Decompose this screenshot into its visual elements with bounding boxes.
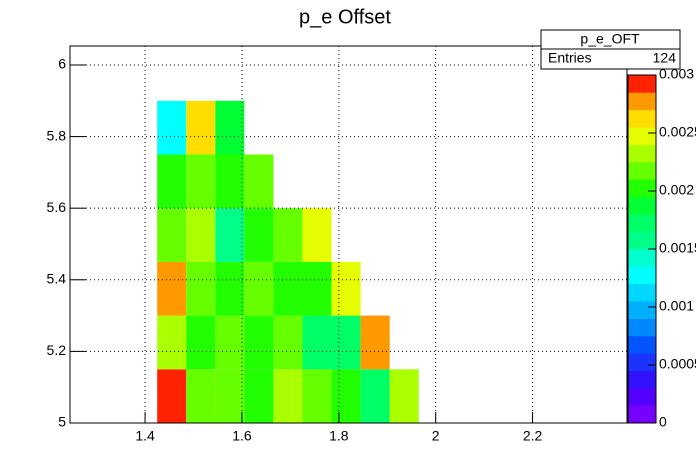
palette-swatch — [628, 388, 656, 406]
palette-swatch — [628, 162, 656, 180]
palette-swatch — [628, 109, 656, 128]
palette-swatch — [628, 144, 656, 163]
x-tick-label: 2.2 — [523, 428, 543, 444]
heatmap-cell — [215, 369, 245, 423]
heatmap-cell — [302, 208, 332, 262]
plot-frame — [69, 45, 628, 424]
heatmap-cell — [157, 208, 187, 262]
heatmap-cell — [302, 369, 332, 423]
stats-name: p_e_OFT — [580, 31, 640, 47]
y-tick-label: 6 — [58, 56, 66, 72]
palette-swatch — [628, 353, 656, 372]
heatmap-cell — [215, 208, 245, 262]
palette-swatch — [628, 92, 656, 111]
heatmap-cell — [244, 208, 274, 262]
heatmap-cell — [186, 261, 216, 316]
z-tick-label: 0.003 — [659, 66, 694, 82]
heatmap-cell — [215, 315, 245, 370]
heatmap-cell — [157, 154, 187, 209]
palette-swatch — [628, 214, 656, 232]
heatmap-cell — [331, 369, 361, 423]
y-tick-label: 5.2 — [47, 342, 67, 358]
heatmap-cell — [157, 369, 187, 423]
palette-swatch — [628, 179, 656, 198]
heatmap-cell — [215, 261, 245, 316]
stats-entries: 124 — [653, 50, 677, 66]
heatmap-cell — [273, 315, 303, 370]
heatmap-cell — [157, 261, 187, 316]
z-tick-label: 0.0015 — [659, 240, 696, 256]
heatmap-cell — [157, 315, 187, 370]
heatmap-cell — [215, 100, 245, 155]
palette-swatch — [628, 266, 656, 285]
heatmap-cell — [215, 154, 245, 209]
palette-swatch — [628, 196, 656, 215]
heatmap-cell — [244, 315, 274, 370]
palette-swatch — [628, 405, 656, 424]
heatmap-cell — [244, 261, 274, 316]
heatmap-cell — [186, 154, 216, 209]
heatmap-cell — [302, 261, 332, 316]
z-tick-label: 0.0005 — [659, 356, 696, 372]
y-tick-label: 5.8 — [47, 127, 67, 143]
palette-swatch — [628, 75, 656, 93]
heatmap-cell — [244, 154, 274, 209]
heatmap-cell — [360, 369, 390, 423]
x-tick-label: 1.8 — [329, 428, 349, 444]
x-tick-label: 1.6 — [232, 428, 252, 444]
heatmap-cell — [360, 315, 390, 370]
x-tick-label: 2 — [432, 428, 440, 444]
heatmap-cell — [331, 261, 361, 316]
y-tick-label: 5.4 — [47, 270, 67, 286]
palette-swatch — [628, 370, 656, 389]
y-tick-label: 5.6 — [47, 199, 67, 215]
heatmap-cell — [273, 261, 303, 316]
palette-swatch — [628, 301, 656, 319]
heatmap-cell — [389, 369, 419, 423]
palette-swatch — [628, 336, 656, 354]
heatmap-cell — [331, 315, 361, 370]
z-tick-label: 0.001 — [659, 298, 694, 314]
heatmap-cell — [273, 208, 303, 262]
z-tick-label: 0.002 — [659, 182, 694, 198]
x-tick-label: 1.4 — [135, 428, 155, 444]
heatmap-cell — [186, 208, 216, 262]
y-tick-label: 5 — [58, 414, 66, 430]
chart-title: p_e Offset — [299, 6, 391, 28]
heatmap-cell — [244, 369, 274, 423]
stats-entries-label: Entries — [548, 50, 592, 66]
palette-swatch — [628, 127, 656, 145]
palette-swatch — [628, 318, 656, 337]
z-tick-label: 0 — [659, 414, 667, 430]
heatmap-cell — [302, 315, 332, 370]
palette-swatch — [628, 249, 656, 267]
heatmap-cell — [186, 369, 216, 423]
heatmap-cell — [186, 100, 216, 155]
heatmap-cell — [273, 369, 303, 423]
heatmap-cell — [186, 315, 216, 370]
heatmap-cell — [157, 100, 187, 155]
palette-swatch — [628, 231, 656, 250]
z-tick-label: 0.0025 — [659, 124, 696, 140]
palette-swatch — [628, 283, 656, 302]
